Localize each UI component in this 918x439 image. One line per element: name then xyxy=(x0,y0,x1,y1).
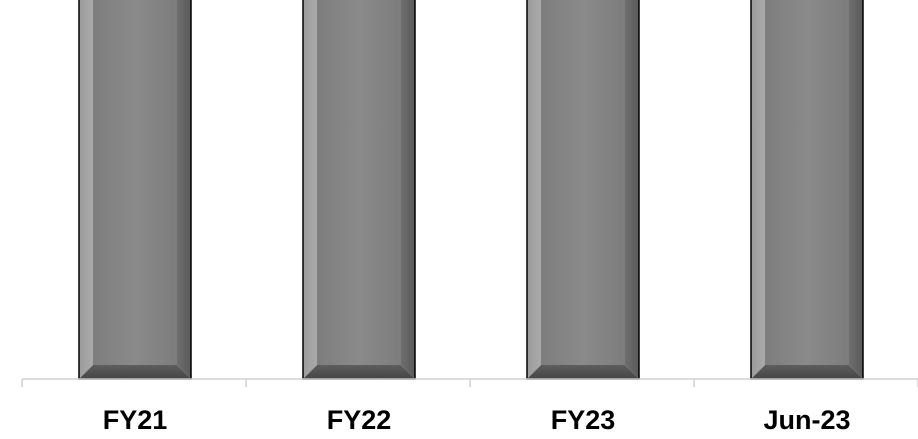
x-tick-label-fy23: FY23 xyxy=(551,405,616,435)
bar-bevel-left xyxy=(303,0,317,379)
bar-jun-23 xyxy=(750,0,864,380)
bar-face xyxy=(765,0,849,365)
bar-bevel-right xyxy=(625,0,639,379)
bar-bevel-left xyxy=(751,0,765,379)
bar-face xyxy=(317,0,401,366)
bar-bevel-right xyxy=(177,0,191,379)
bar-fy21 xyxy=(78,0,192,380)
bar-bevel-bottom xyxy=(751,365,863,379)
bar-bevel-right xyxy=(401,0,415,379)
bar-bevel-left xyxy=(79,0,93,379)
bar-bevel-left xyxy=(527,0,541,379)
labels-layer: 654FY21705FY22685FY23708Jun-23 xyxy=(103,405,851,435)
bar-bevel-bottom xyxy=(79,365,191,379)
bar-fy22 xyxy=(302,0,416,380)
x-tick-label-jun-23: Jun-23 xyxy=(763,405,850,435)
bar-face xyxy=(93,0,177,365)
bar-bevel-bottom xyxy=(527,365,639,379)
bars-layer xyxy=(78,0,864,380)
bar-bevel-right xyxy=(849,0,863,379)
x-tick-label-fy21: FY21 xyxy=(103,405,168,435)
x-axis xyxy=(21,378,918,387)
bar-fy23 xyxy=(526,0,640,380)
bar-face xyxy=(541,0,625,365)
bar-bevel-bottom xyxy=(303,365,415,379)
x-tick-label-fy22: FY22 xyxy=(327,405,392,435)
